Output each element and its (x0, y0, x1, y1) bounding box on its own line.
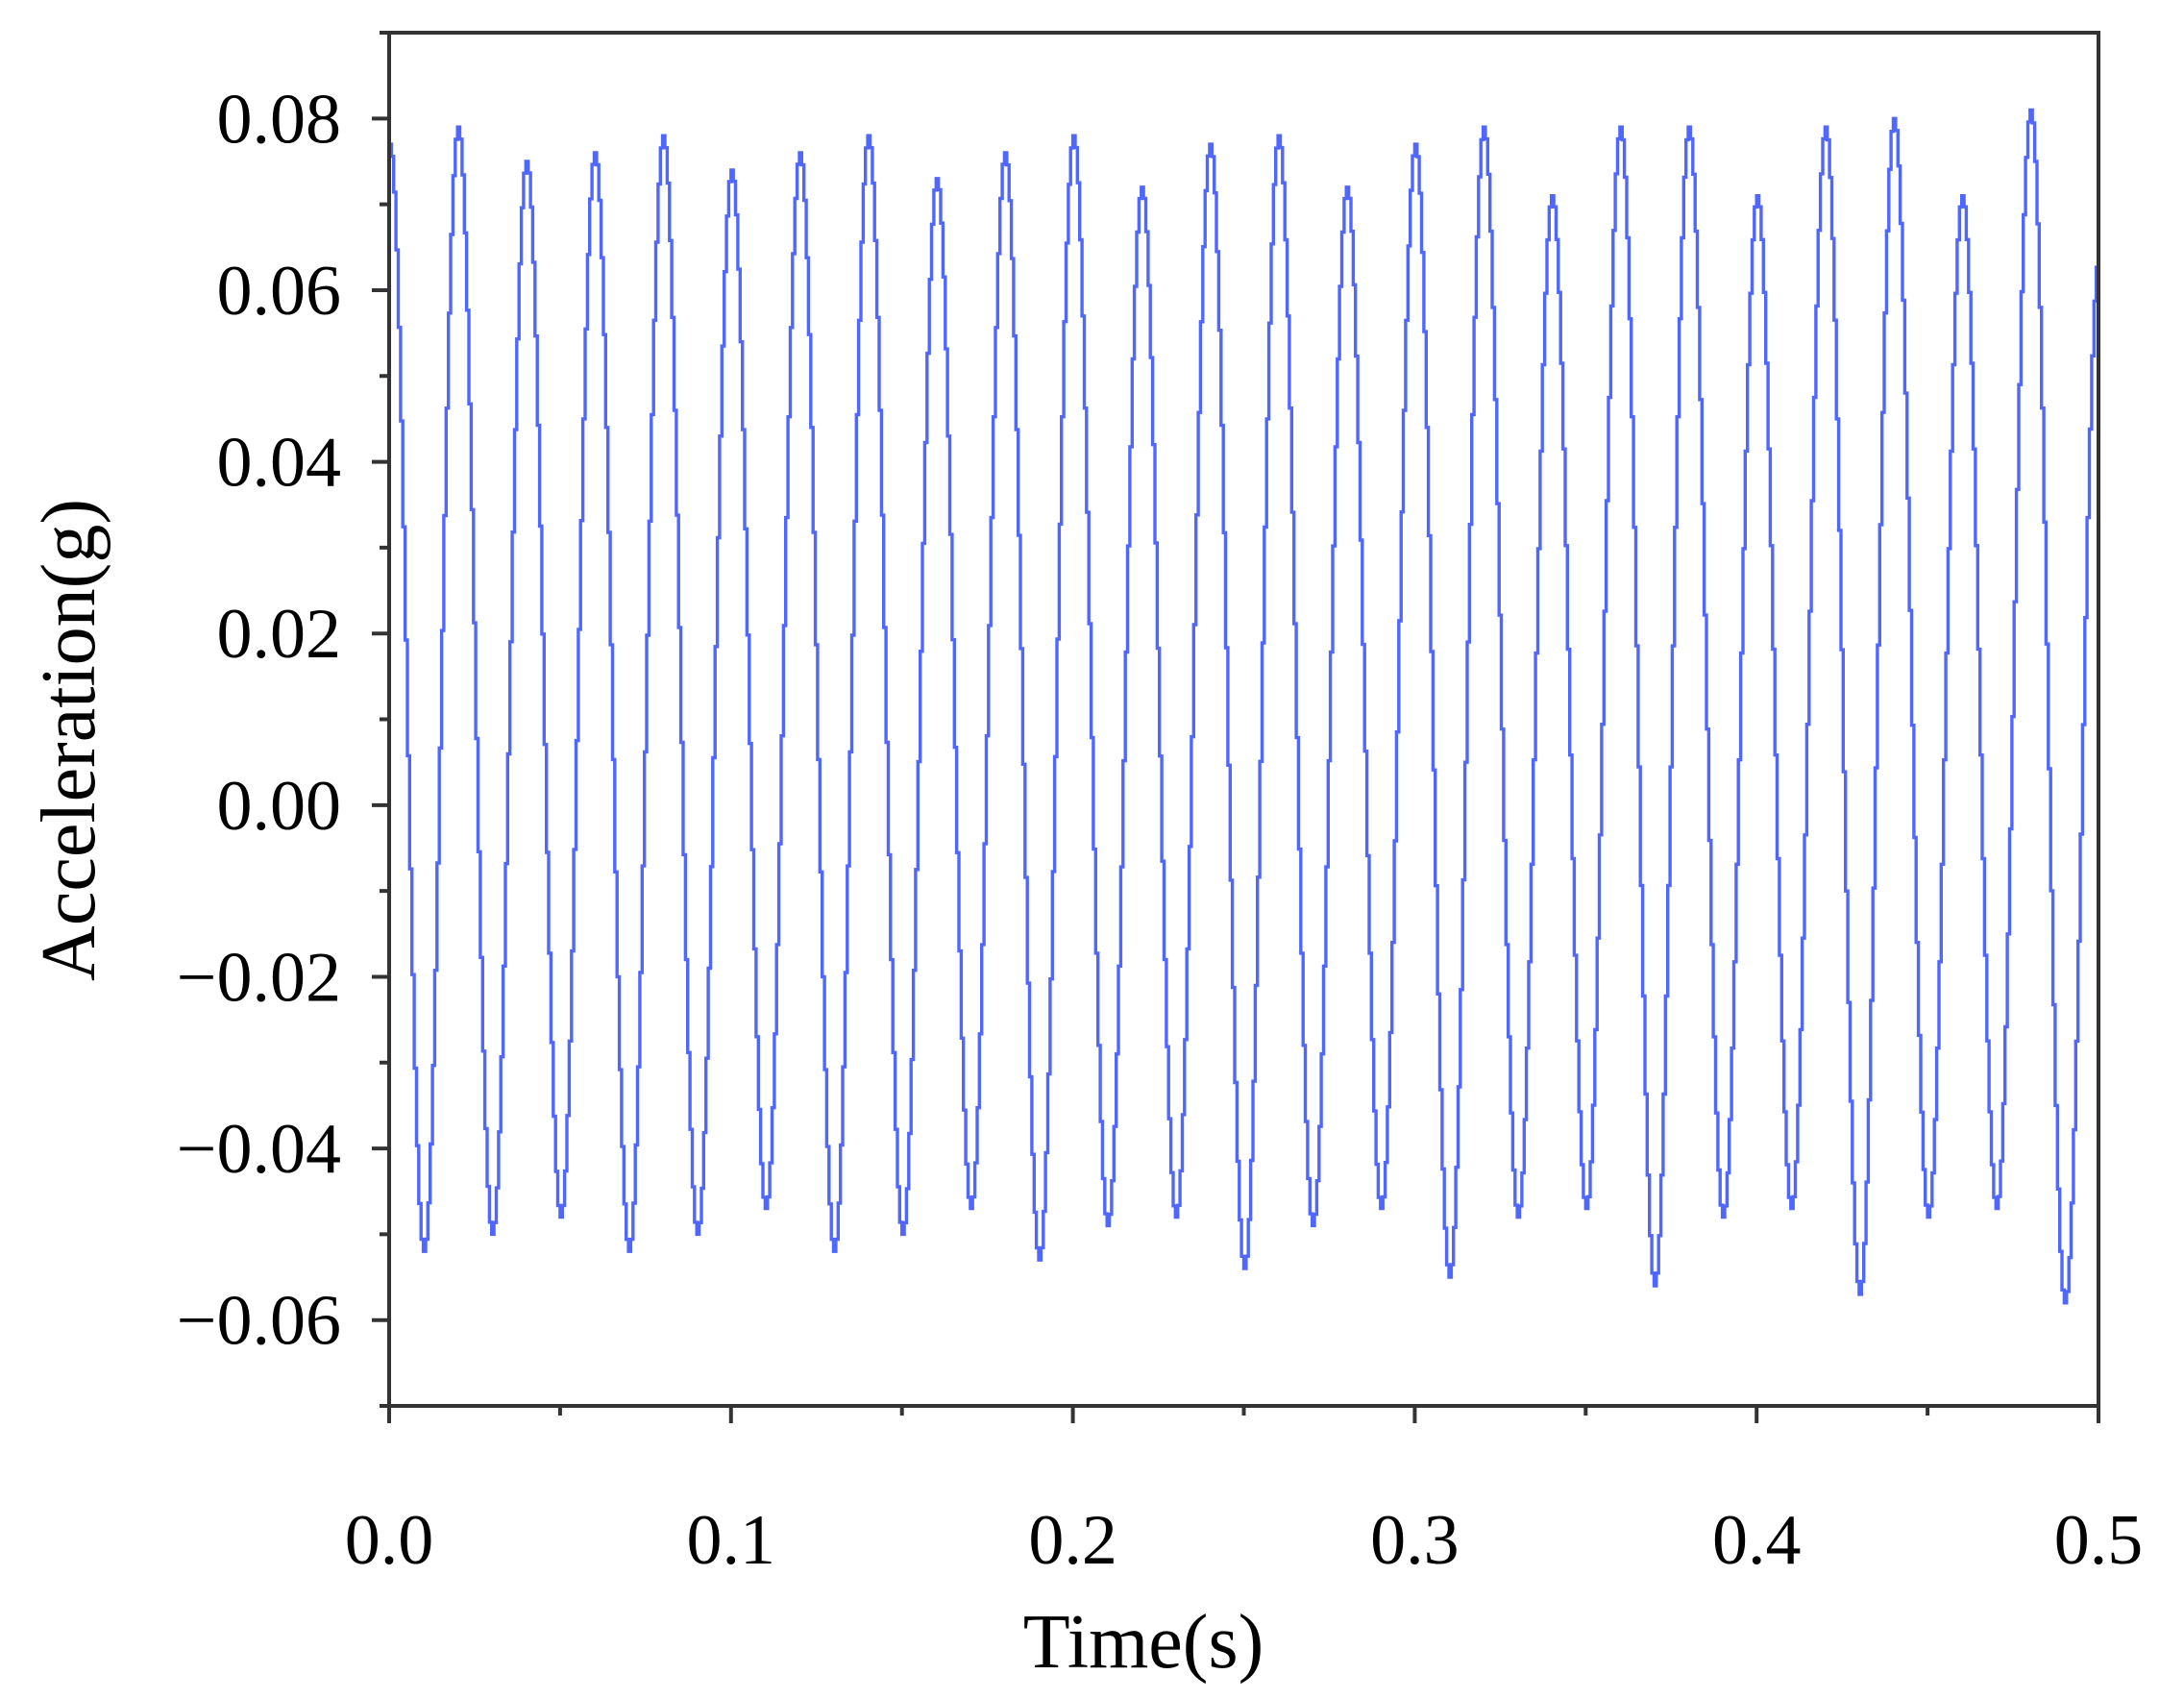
y-tick-label: 0.08 (217, 80, 342, 159)
x-axis-ticks: 0.0 0.1 0.2 0.3 0.4 0.5 (345, 1406, 2144, 1580)
x-tick-label: 0.1 (687, 1501, 776, 1580)
y-tick-label: 0.04 (217, 424, 342, 503)
y-tick-label: −0.02 (177, 938, 341, 1017)
x-tick-label: 0.5 (2054, 1501, 2144, 1580)
y-tick-label: −0.06 (177, 1282, 341, 1361)
y-tick-label: 0.06 (217, 252, 342, 331)
y-tick-label: −0.04 (177, 1110, 341, 1189)
y-axis-title: Acceleration(g) (27, 499, 111, 981)
x-axis-title: Time(s) (1023, 1600, 1264, 1685)
acceleration-series-line (389, 108, 2098, 1305)
y-tick-label: 0.02 (217, 595, 342, 674)
plot-content (389, 108, 2098, 1305)
x-tick-label: 0.4 (1712, 1501, 1802, 1580)
x-tick-label: 0.3 (1370, 1501, 1460, 1580)
x-tick-label: 0.2 (1028, 1501, 1117, 1580)
plot-frame (387, 31, 2100, 1408)
y-axis-ticks: 0.08 0.06 0.04 0.02 0.00 −0.02 −0.04 −0.06 (177, 31, 389, 1408)
y-tick-label: 0.00 (217, 767, 342, 846)
x-tick-label: 0.0 (345, 1501, 434, 1580)
